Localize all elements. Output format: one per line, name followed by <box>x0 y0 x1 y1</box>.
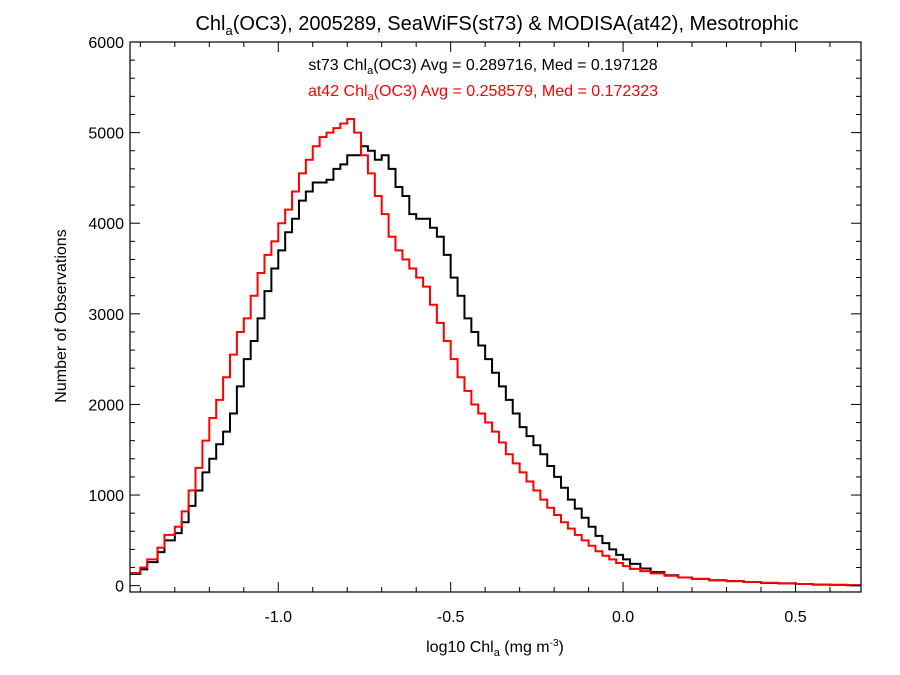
x-tick-label: 0.5 <box>784 609 806 626</box>
x-tick-label: 0.0 <box>612 609 634 626</box>
series-layer <box>130 118 861 587</box>
series-line-at42 <box>130 118 861 587</box>
y-tick-label: 0 <box>115 579 124 596</box>
x-axis-label: log10 Chla (mg m-3) <box>426 638 564 659</box>
plot-frame <box>129 41 862 593</box>
x-tick-label: -0.5 <box>437 609 465 626</box>
y-tick-label: 2000 <box>88 397 124 414</box>
y-tick-label: 3000 <box>88 307 124 324</box>
x-tick-label: -1.0 <box>264 609 292 626</box>
axes: -1.0 -0.5 0.0 0.5 0 1000 2000 3000 4000 5000 6000 <box>88 35 862 626</box>
legend-annotation-st73: st73 Chla(OC3) Avg = 0.289716, Med = 0.1… <box>308 57 657 77</box>
y-tick-label: 1000 <box>88 488 124 505</box>
y-tick-label: 6000 <box>88 35 124 52</box>
chart-title: Chla(OC3), 2005289, SeaWiFS(st73) & MODI… <box>195 13 798 38</box>
legend-annotation-at42: at42 Chla(OC3) Avg = 0.258579, Med = 0.1… <box>308 83 658 103</box>
y-tick-label: 5000 <box>88 126 124 143</box>
series-line-st73 <box>130 145 861 587</box>
y-axis-label: Number of Observations <box>53 229 70 402</box>
y-tick-label: 4000 <box>88 216 124 233</box>
